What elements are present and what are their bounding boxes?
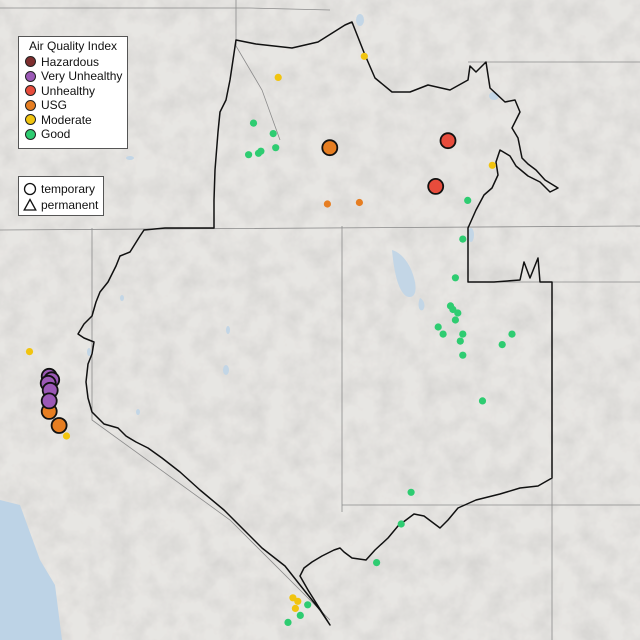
monitor-point-good bbox=[498, 341, 506, 349]
lake-almanor bbox=[136, 409, 140, 415]
triangle-icon bbox=[23, 198, 37, 211]
usg-swatch-icon bbox=[25, 99, 36, 111]
border-or-wa bbox=[0, 7, 331, 11]
border-or-ca-nv-id bbox=[0, 225, 640, 231]
monitor-point-good bbox=[451, 316, 459, 324]
monitor-point-unhealthy bbox=[427, 177, 445, 195]
permanent-label: permanent bbox=[41, 197, 99, 212]
monitor-point-usg bbox=[355, 198, 363, 207]
good-swatch-icon bbox=[25, 128, 36, 140]
legend-item-moderate: Moderate bbox=[19, 113, 127, 128]
shape-legend: temporary permanent bbox=[18, 176, 104, 216]
monitor-point-very-unhealthy bbox=[40, 392, 58, 410]
legend-label: Unhealthy bbox=[41, 83, 96, 98]
aqi-legend: Air Quality Index Hazardous Very Unhealt… bbox=[18, 36, 128, 149]
monitor-point-good bbox=[459, 235, 467, 243]
monitor-point-good bbox=[407, 488, 415, 496]
lake-shasta bbox=[87, 348, 91, 356]
monitor-point-good bbox=[272, 144, 280, 152]
legend-item-usg: USG bbox=[19, 98, 127, 113]
legend-label: Hazardous bbox=[41, 54, 100, 69]
legend-label: Good bbox=[41, 127, 71, 141]
lake-utah bbox=[418, 298, 425, 311]
border-id-mt bbox=[235, 0, 281, 141]
lake-pyramid bbox=[226, 326, 230, 334]
lake-malheur bbox=[126, 156, 134, 160]
moderate-swatch-icon bbox=[25, 114, 36, 126]
circle-icon bbox=[23, 182, 37, 196]
unhealthy-swatch-icon bbox=[25, 85, 36, 97]
monitor-point-good bbox=[434, 323, 442, 331]
lake-bear bbox=[468, 228, 474, 242]
monitor-point-usg bbox=[323, 200, 331, 208]
legend-item-hazardous: Hazardous bbox=[19, 55, 127, 70]
monitor-point-usg bbox=[50, 417, 68, 434]
monitor-point-good bbox=[478, 397, 487, 405]
monitor-point-good bbox=[459, 351, 467, 359]
very-unhealthy-swatch-icon bbox=[25, 70, 36, 82]
monitor-point-good bbox=[454, 309, 462, 317]
monitor-point-moderate bbox=[488, 161, 496, 169]
monitor-point-moderate bbox=[294, 597, 302, 605]
monitor-point-moderate bbox=[360, 52, 368, 60]
legend-label: USG bbox=[41, 98, 68, 112]
monitor-point-good bbox=[257, 147, 265, 155]
monitor-point-good bbox=[296, 611, 304, 620]
ocean bbox=[0, 500, 62, 640]
monitor-point-good bbox=[245, 151, 253, 159]
monitor-point-good bbox=[456, 337, 464, 345]
monitor-point-good bbox=[269, 130, 277, 138]
monitor-point-good bbox=[439, 330, 447, 338]
lake-tahoe bbox=[223, 365, 229, 375]
monitor-point-good bbox=[304, 601, 312, 609]
legend-title: Air Quality Index bbox=[29, 39, 118, 53]
monitor-point-good bbox=[284, 618, 292, 627]
monitor-point-good bbox=[464, 196, 472, 204]
lake-clear bbox=[120, 295, 124, 301]
monitor-point-good bbox=[249, 119, 258, 127]
monitor-point-moderate bbox=[25, 348, 34, 356]
hazardous-swatch-icon bbox=[25, 56, 36, 68]
legend-item-temporary: temporary bbox=[19, 181, 103, 197]
legend-item-good: Good bbox=[19, 127, 127, 142]
lake-great-salt bbox=[392, 250, 416, 298]
monitor-point-moderate bbox=[274, 73, 282, 81]
region-outline bbox=[77, 21, 559, 626]
monitor-point-good bbox=[397, 520, 405, 528]
legend-label: Moderate bbox=[41, 112, 92, 127]
border-ca-nv bbox=[91, 228, 331, 621]
lake-flathead bbox=[356, 14, 364, 26]
monitor-point-unhealthy bbox=[439, 132, 457, 150]
monitor-points bbox=[25, 52, 516, 627]
legend-label: Very Unhealthy bbox=[41, 69, 123, 83]
legend-item-very-unhealthy: Very Unhealthy bbox=[19, 69, 127, 84]
legend-item-permanent: permanent bbox=[19, 197, 103, 213]
legend-item-unhealthy: Unhealthy bbox=[19, 84, 127, 99]
monitor-point-usg bbox=[321, 139, 339, 157]
monitor-point-good bbox=[451, 274, 459, 282]
monitor-point-moderate bbox=[62, 432, 71, 440]
monitor-point-good bbox=[373, 559, 381, 567]
monitor-point-good bbox=[459, 330, 467, 338]
monitor-point-good bbox=[508, 330, 516, 338]
monitor-point-moderate bbox=[291, 604, 299, 613]
temporary-label: temporary bbox=[41, 181, 96, 196]
